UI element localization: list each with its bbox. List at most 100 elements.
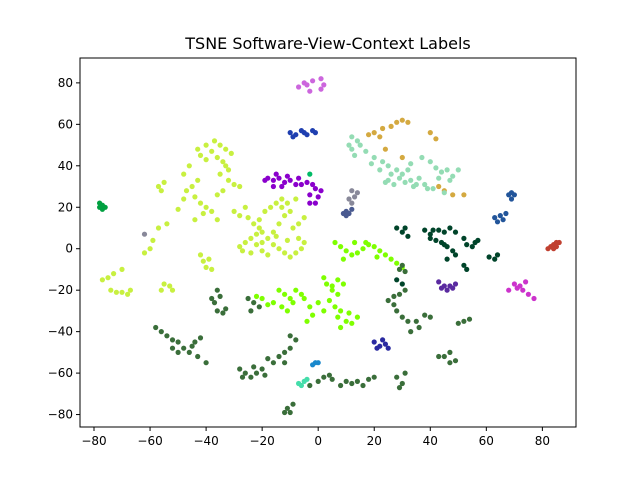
data-point [158,329,164,335]
data-point [197,152,204,158]
data-point [259,239,265,246]
data-point [217,171,223,177]
data-point [245,295,251,302]
data-point [158,287,164,293]
data-point [433,237,439,243]
data-point [150,237,156,243]
data-point [556,239,562,246]
data-point [169,345,176,351]
data-point [99,206,105,212]
data-point [399,281,405,287]
data-point [307,382,313,389]
data-point [447,349,453,355]
data-point [349,380,355,387]
data-point [346,142,352,148]
data-point [189,183,195,190]
data-point [298,382,304,389]
y-tick-label: 80 [58,76,73,90]
data-point [391,302,397,308]
data-point [329,376,335,382]
data-point [363,148,369,154]
data-point [211,300,218,306]
data-point [287,254,293,260]
data-point [270,177,276,183]
data-point [253,231,260,237]
data-point [217,293,223,299]
data-point [214,154,220,161]
data-point [211,138,218,144]
data-point [318,188,324,194]
data-point [265,235,271,241]
data-point [265,252,271,258]
data-point [203,142,209,148]
data-point [444,244,450,250]
data-point [99,277,105,283]
data-point [405,119,411,125]
data-point [181,196,187,202]
data-point [290,134,296,140]
data-point [203,264,209,270]
data-point [147,246,153,252]
data-point [298,291,304,297]
data-point [503,210,509,217]
data-point [287,130,293,136]
data-point [371,339,377,345]
data-point [304,179,310,185]
data-point [413,318,419,324]
data-point [119,266,125,272]
data-point [394,308,400,314]
data-point [223,306,229,312]
data-point [310,362,316,368]
data-point [296,84,302,90]
data-point [284,237,290,243]
data-point [223,163,229,169]
data-point [321,275,327,281]
data-point [282,349,288,355]
data-point [486,254,492,260]
data-point [520,287,526,293]
data-point [119,289,125,295]
data-point [343,378,349,384]
data-point [318,76,324,82]
data-point [181,345,187,351]
data-point [346,310,352,316]
data-point [214,217,220,223]
data-point [349,188,355,194]
data-point [282,213,288,219]
data-point [290,300,296,306]
data-point [181,171,187,177]
data-point [371,374,377,380]
data-point [430,227,436,233]
data-point [408,329,414,335]
data-point [259,229,265,235]
data-point [382,341,388,347]
data-point [256,304,262,310]
data-point [97,200,103,206]
data-point [237,183,243,190]
data-point [307,88,313,94]
data-point [290,225,296,231]
data-point [385,345,391,351]
data-point [197,252,204,258]
data-point [447,225,453,231]
data-point [315,378,321,384]
data-point [279,196,285,202]
data-point [422,181,428,188]
data-point [394,374,400,380]
data-point [237,244,243,250]
data-point [444,167,450,173]
data-point [253,293,260,299]
data-point [444,256,450,262]
data-point [287,333,293,339]
data-point [279,204,285,210]
data-point [242,370,248,376]
data-point [214,287,220,293]
data-point [382,146,388,152]
data-point [329,283,335,289]
data-point [525,291,532,297]
data-point [464,266,470,272]
data-point [380,125,386,132]
data-point [239,248,246,254]
data-point [256,217,262,223]
